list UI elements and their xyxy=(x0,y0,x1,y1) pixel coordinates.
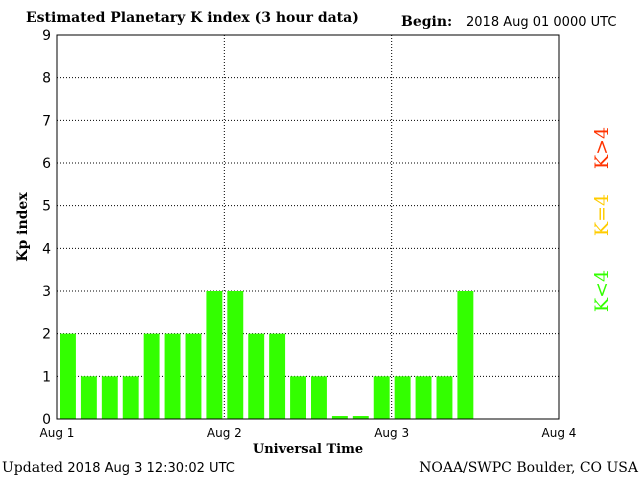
x-tick-label: Aug 4 xyxy=(542,426,577,440)
x-tick-label: Aug 2 xyxy=(207,426,242,440)
y-axis-label: Kp index xyxy=(15,192,31,262)
credit-text: NOAA/SWPC Boulder, CO USA xyxy=(419,460,638,476)
bar xyxy=(457,291,474,419)
bar xyxy=(373,376,390,419)
y-tick-label: 0 xyxy=(42,412,51,428)
bars xyxy=(60,291,474,419)
bar xyxy=(80,376,97,419)
updated-timestamp: Updated 2018 Aug 3 12:30:02 UTC xyxy=(2,460,235,476)
y-tick-label: 1 xyxy=(42,369,51,385)
y-tick-label: 2 xyxy=(42,327,51,343)
legend-entry: K>4 xyxy=(591,127,613,169)
bar xyxy=(415,376,432,419)
bar xyxy=(290,376,306,419)
grid-lines xyxy=(57,34,559,419)
bar xyxy=(164,333,181,419)
plot-frame xyxy=(56,34,560,420)
legend-entry: K=4 xyxy=(591,194,613,236)
begin-value: 2018 Aug 01 0000 UTC xyxy=(466,15,617,30)
x-tick-label: Aug 3 xyxy=(374,426,409,440)
x-axis-label: Universal Time xyxy=(253,442,363,457)
bar xyxy=(143,333,160,419)
bar xyxy=(331,416,348,419)
bar xyxy=(436,376,453,419)
bar xyxy=(227,291,244,419)
bar xyxy=(185,333,202,419)
bar xyxy=(101,376,118,419)
chart-title: Estimated Planetary K index (3 hour data… xyxy=(26,10,359,26)
y-tick-label: 4 xyxy=(42,241,51,257)
bar xyxy=(122,376,139,419)
y-tick-label: 5 xyxy=(42,199,51,215)
bar xyxy=(311,376,327,419)
updated-value: 2018 Aug 3 12:30:02 UTC xyxy=(67,461,235,476)
y-tick-label: 6 xyxy=(42,156,51,172)
bar xyxy=(269,333,286,419)
bar xyxy=(394,376,411,419)
x-tick-label: Aug 1 xyxy=(40,426,75,440)
updated-label: Updated xyxy=(2,460,63,476)
bar xyxy=(248,333,265,419)
y-tick-labels: 0 1 2 3 4 5 6 7 8 9 xyxy=(42,28,51,428)
bar xyxy=(352,416,369,419)
y-tick-label: 8 xyxy=(42,71,51,87)
bar xyxy=(60,333,76,419)
y-tick-label: 7 xyxy=(42,113,51,129)
legend: K>4 K=4 K<4 xyxy=(591,127,613,312)
y-tick-label: 9 xyxy=(42,28,51,44)
legend-entry: K<4 xyxy=(591,270,613,312)
bar xyxy=(206,291,223,419)
y-tick-label: 3 xyxy=(42,284,51,300)
begin-label: Begin: xyxy=(401,14,453,30)
x-tick-labels: Aug 1 Aug 2 Aug 3 Aug 4 xyxy=(40,426,577,440)
